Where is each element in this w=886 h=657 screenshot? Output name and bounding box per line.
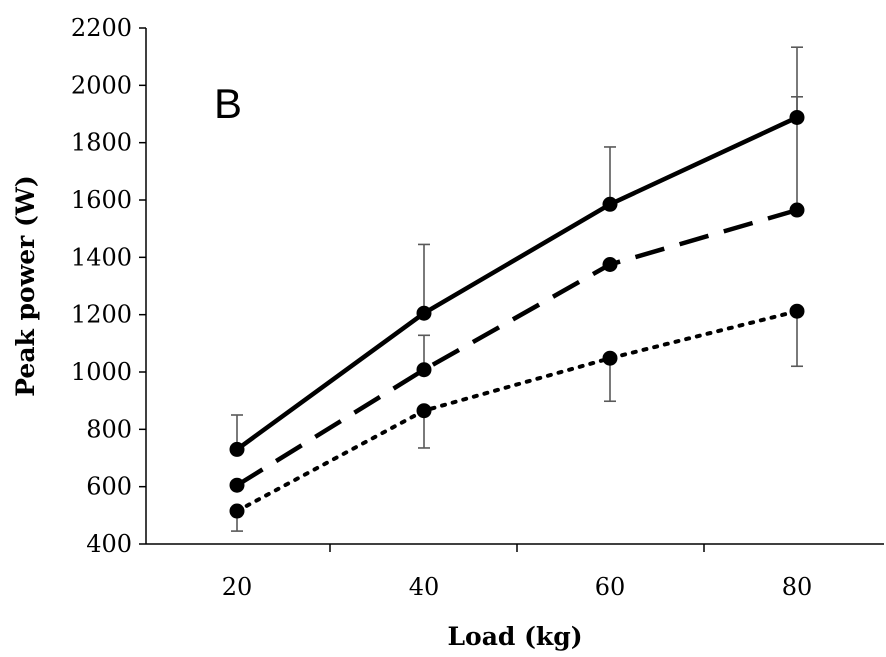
series-line-solid [235, 115, 798, 452]
data-point [789, 303, 805, 319]
x-axis-title: Load (kg) [447, 622, 582, 651]
y-tick-label: 1400 [71, 243, 132, 271]
y-tick-label: 1200 [71, 301, 132, 329]
data-point [789, 202, 805, 218]
error-bars [231, 46, 803, 532]
data-point [602, 257, 618, 272]
series-lines [235, 115, 799, 514]
y-axis-title: Peak power (W) [11, 175, 40, 396]
x-tick-label: 20 [222, 573, 253, 601]
data-point [602, 350, 618, 366]
data-point [416, 362, 432, 378]
data-point [416, 403, 432, 419]
x-tick-label: 60 [595, 573, 626, 601]
data-point [416, 305, 432, 321]
series-line-dotted [235, 309, 799, 514]
x-ticks: 20 40 60 80 [222, 544, 813, 601]
y-tick-label: 1600 [71, 186, 132, 214]
data-point [229, 503, 245, 519]
y-ticks: 400 600 800 1000 1200 1400 1600 1800 2000 2200 [71, 14, 146, 558]
data-point [229, 477, 245, 493]
axes [145, 28, 884, 545]
y-tick-label: 400 [86, 530, 132, 558]
panel-label: B [214, 80, 242, 127]
y-tick-label: 2000 [71, 71, 132, 99]
x-tick-label: 80 [782, 573, 813, 601]
y-tick-label: 1800 [71, 129, 132, 157]
series-points [229, 109, 805, 519]
data-point [789, 109, 805, 125]
y-tick-label: 600 [86, 473, 132, 501]
data-point [602, 196, 618, 212]
data-point [229, 441, 245, 457]
series-line-dashed [235, 207, 798, 488]
y-tick-label: 2200 [71, 14, 132, 42]
y-tick-label: 800 [86, 415, 132, 443]
y-tick-label: 1000 [71, 358, 132, 386]
x-tick-label: 40 [409, 573, 440, 601]
